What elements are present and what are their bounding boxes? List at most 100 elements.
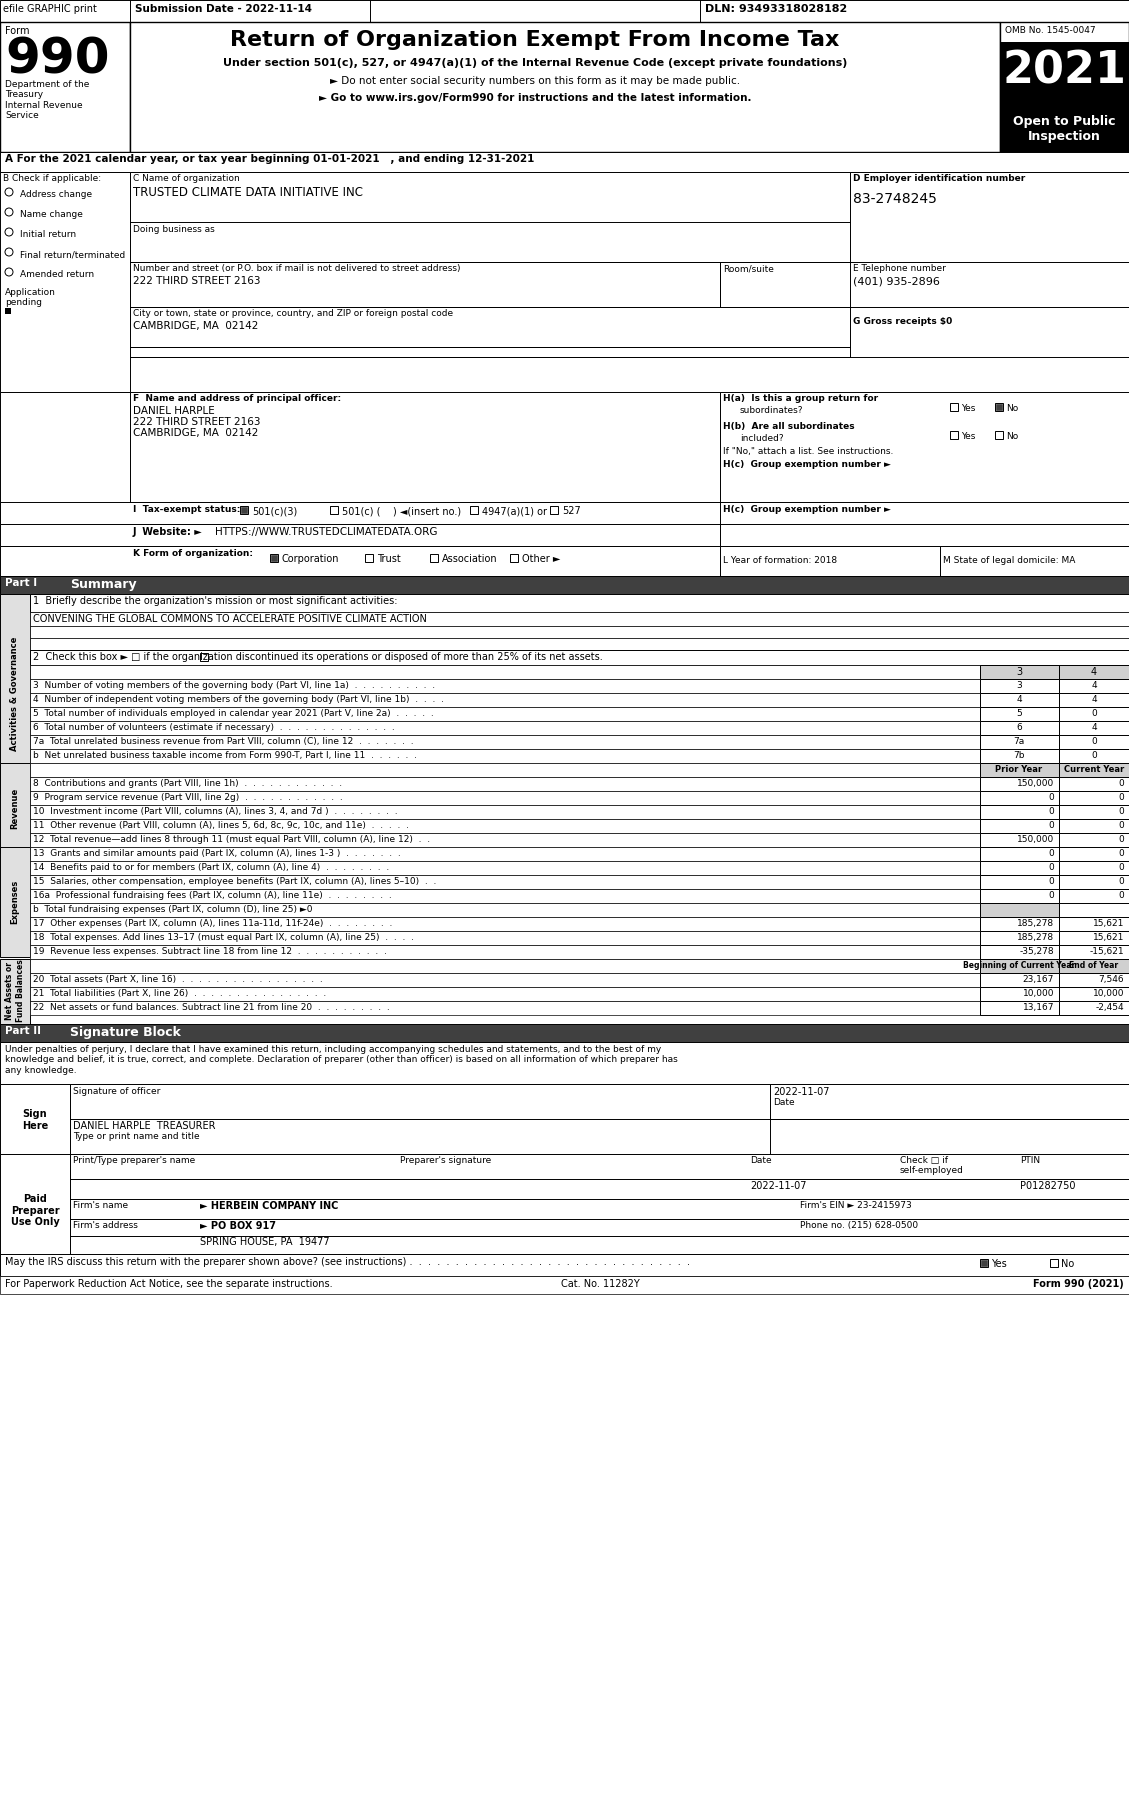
Bar bbox=[996, 405, 1003, 410]
Bar bbox=[1059, 720, 1129, 735]
Bar bbox=[0, 1275, 1129, 1293]
Text: 8  Contributions and grants (Part VIII, line 1h)  .  .  .  .  .  .  .  .  .  .  : 8 Contributions and grants (Part VIII, l… bbox=[33, 778, 342, 787]
Text: 2022-11-07: 2022-11-07 bbox=[773, 1087, 830, 1097]
Bar bbox=[980, 918, 1059, 931]
Bar bbox=[0, 593, 30, 795]
Text: 4947(a)(1) or: 4947(a)(1) or bbox=[482, 506, 546, 515]
Bar bbox=[980, 972, 1059, 987]
Text: Cat. No. 11282Y: Cat. No. 11282Y bbox=[561, 1279, 639, 1290]
Text: Final return/terminated: Final return/terminated bbox=[20, 250, 125, 259]
Bar bbox=[0, 172, 130, 392]
Text: P01282750: P01282750 bbox=[1019, 1181, 1076, 1192]
Bar bbox=[720, 392, 1129, 502]
Bar bbox=[30, 791, 980, 805]
Bar bbox=[720, 524, 1129, 546]
Bar bbox=[30, 693, 980, 707]
Bar bbox=[980, 666, 1059, 678]
Text: E Telephone number: E Telephone number bbox=[854, 265, 946, 272]
Bar bbox=[30, 874, 980, 889]
Text: A For the 2021 calendar year, or tax year beginning 01-01-2021   , and ending 12: A For the 2021 calendar year, or tax yea… bbox=[5, 154, 534, 163]
Bar bbox=[0, 524, 720, 546]
Bar bbox=[980, 987, 1059, 1001]
Text: 4: 4 bbox=[1092, 680, 1096, 689]
Text: 4  Number of independent voting members of the governing body (Part VI, line 1b): 4 Number of independent voting members o… bbox=[33, 695, 444, 704]
Text: 7a: 7a bbox=[1014, 736, 1025, 746]
Text: efile GRAPHIC print: efile GRAPHIC print bbox=[3, 4, 97, 15]
Text: TRUSTED CLIMATE DATA INITIATIVE INC: TRUSTED CLIMATE DATA INITIATIVE INC bbox=[133, 187, 364, 200]
Text: 0: 0 bbox=[1091, 751, 1097, 760]
Text: Initial return: Initial return bbox=[20, 230, 76, 239]
Text: 21  Total liabilities (Part X, line 26)  .  .  .  .  .  .  .  .  .  .  .  .  .  : 21 Total liabilities (Part X, line 26) .… bbox=[33, 989, 326, 998]
Text: Doing business as: Doing business as bbox=[133, 225, 215, 234]
Text: Prior Year: Prior Year bbox=[996, 766, 1042, 775]
Bar bbox=[200, 653, 208, 660]
Text: Trust: Trust bbox=[377, 553, 401, 564]
Bar bbox=[980, 874, 1059, 889]
Text: 185,278: 185,278 bbox=[1017, 920, 1054, 929]
Bar bbox=[1059, 862, 1129, 874]
Bar bbox=[30, 649, 1129, 666]
Text: -35,278: -35,278 bbox=[1019, 947, 1054, 956]
Text: 990: 990 bbox=[5, 36, 110, 83]
Text: 2022-11-07: 2022-11-07 bbox=[750, 1181, 806, 1192]
Bar bbox=[30, 931, 980, 945]
Text: End of Year: End of Year bbox=[1069, 961, 1119, 970]
Text: G Gross receipts $0: G Gross receipts $0 bbox=[854, 317, 952, 327]
Bar bbox=[30, 805, 980, 818]
Text: Yes: Yes bbox=[961, 405, 975, 414]
Bar bbox=[0, 847, 30, 958]
Text: Form 990 (2021): Form 990 (2021) bbox=[1033, 1279, 1124, 1290]
Text: No: No bbox=[1006, 432, 1018, 441]
Bar bbox=[30, 889, 980, 903]
Text: SPRING HOUSE, PA  19477: SPRING HOUSE, PA 19477 bbox=[200, 1237, 330, 1246]
Bar bbox=[980, 776, 1059, 791]
Text: 3: 3 bbox=[1016, 668, 1022, 677]
Bar bbox=[1059, 847, 1129, 862]
Bar bbox=[30, 611, 1129, 626]
Bar bbox=[980, 960, 1059, 972]
Text: Under penalties of perjury, I declare that I have examined this return, includin: Under penalties of perjury, I declare th… bbox=[5, 1045, 677, 1076]
Text: 83-2748245: 83-2748245 bbox=[854, 192, 937, 207]
Text: Application: Application bbox=[5, 288, 55, 297]
Bar bbox=[980, 931, 1059, 945]
Text: 13  Grants and similar amounts paid (Part IX, column (A), lines 1-3 )  .  .  .  : 13 Grants and similar amounts paid (Part… bbox=[33, 849, 401, 858]
Text: 7b: 7b bbox=[1013, 751, 1025, 760]
Bar bbox=[0, 22, 130, 152]
Bar bbox=[1000, 111, 1129, 152]
Text: 0: 0 bbox=[1118, 807, 1124, 816]
Bar bbox=[1059, 903, 1129, 918]
Text: 6  Total number of volunteers (estimate if necessary)  .  .  .  .  .  .  .  .  .: 6 Total number of volunteers (estimate i… bbox=[33, 724, 395, 733]
Text: 222 THIRD STREET 2163: 222 THIRD STREET 2163 bbox=[133, 276, 261, 287]
Bar bbox=[30, 720, 980, 735]
Bar bbox=[0, 502, 1129, 524]
Text: Print/Type preparer's name: Print/Type preparer's name bbox=[73, 1156, 195, 1165]
Bar bbox=[720, 546, 940, 577]
Text: 1  Briefly describe the organization's mission or most significant activities:: 1 Briefly describe the organization's mi… bbox=[33, 597, 397, 606]
Text: Department of the
Treasury
Internal Revenue
Service: Department of the Treasury Internal Reve… bbox=[5, 80, 89, 120]
Text: 0: 0 bbox=[1118, 778, 1124, 787]
Text: 13,167: 13,167 bbox=[1023, 1003, 1054, 1012]
Text: PTIN: PTIN bbox=[1019, 1156, 1040, 1165]
Text: Under section 501(c), 527, or 4947(a)(1) of the Internal Revenue Code (except pr: Under section 501(c), 527, or 4947(a)(1)… bbox=[222, 58, 847, 67]
Text: Preparer's signature: Preparer's signature bbox=[400, 1156, 491, 1165]
Text: subordinates?: subordinates? bbox=[739, 406, 804, 415]
Text: Check □ if
self-employed: Check □ if self-employed bbox=[900, 1156, 964, 1175]
Text: Corporation: Corporation bbox=[282, 553, 340, 564]
Text: F  Name and address of principal officer:: F Name and address of principal officer: bbox=[133, 394, 341, 403]
Bar bbox=[1059, 1001, 1129, 1016]
Text: ► Do not enter social security numbers on this form as it may be made public.: ► Do not enter social security numbers o… bbox=[330, 76, 741, 85]
Text: 16a  Professional fundraising fees (Part IX, column (A), line 11e)  .  .  .  .  : 16a Professional fundraising fees (Part … bbox=[33, 891, 392, 900]
Text: 20  Total assets (Part X, line 16)  .  .  .  .  .  .  .  .  .  .  .  .  .  .  . : 20 Total assets (Part X, line 16) . . . … bbox=[33, 974, 323, 983]
Bar bbox=[30, 764, 980, 776]
Text: Address change: Address change bbox=[20, 190, 93, 200]
Text: b  Total fundraising expenses (Part IX, column (D), line 25) ►0: b Total fundraising expenses (Part IX, c… bbox=[33, 905, 313, 914]
Bar bbox=[240, 506, 248, 513]
Text: DANIEL HARPLE  TREASURER: DANIEL HARPLE TREASURER bbox=[73, 1121, 216, 1130]
Text: Activities & Governance: Activities & Governance bbox=[10, 637, 19, 751]
Bar bbox=[1059, 805, 1129, 818]
Text: 19  Revenue less expenses. Subtract line 18 from line 12  .  .  .  .  .  .  .  .: 19 Revenue less expenses. Subtract line … bbox=[33, 947, 387, 956]
Text: Type or print name and title: Type or print name and title bbox=[73, 1132, 200, 1141]
Bar bbox=[980, 847, 1059, 862]
Bar bbox=[980, 889, 1059, 903]
Text: B Check if applicable:: B Check if applicable: bbox=[3, 174, 102, 183]
